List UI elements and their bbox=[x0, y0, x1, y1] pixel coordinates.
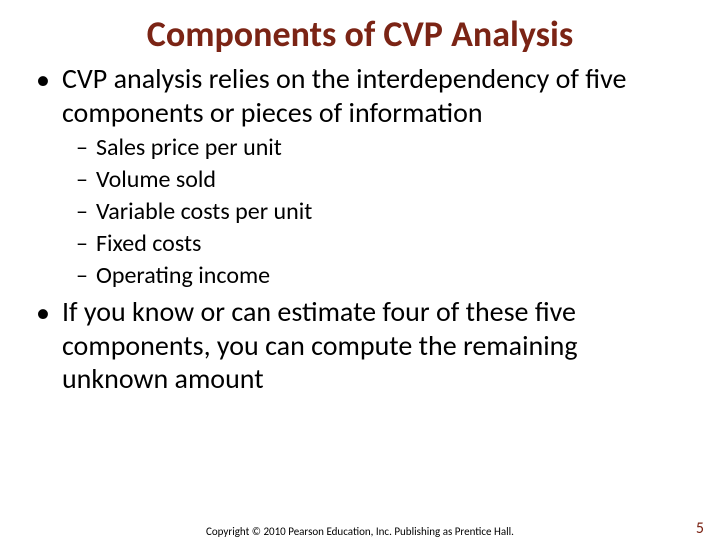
sub-bullet-text: Variable costs per unit bbox=[96, 197, 312, 227]
slide-title: Components of CVP Analysis bbox=[0, 12, 720, 56]
sub-bullet-item: – Variable costs per unit bbox=[76, 197, 684, 227]
dash-marker: – bbox=[76, 261, 88, 291]
bullet-item: • CVP analysis relies on the interdepend… bbox=[36, 62, 684, 129]
bullet-item: • If you know or can estimate four of th… bbox=[36, 295, 684, 396]
bullet-marker: • bbox=[36, 295, 50, 331]
page-number: 5 bbox=[696, 519, 704, 538]
sub-bullet-item: – Operating income bbox=[76, 261, 684, 291]
bullet-text: If you know or can estimate four of thes… bbox=[62, 295, 684, 396]
copyright-footer: Copyright © 2010 Pearson Education, Inc.… bbox=[0, 525, 720, 538]
sub-bullet-item: – Fixed costs bbox=[76, 229, 684, 259]
dash-marker: – bbox=[76, 165, 88, 195]
sub-bullet-text: Sales price per unit bbox=[96, 133, 282, 163]
sub-bullet-text: Operating income bbox=[96, 261, 270, 291]
dash-marker: – bbox=[76, 197, 88, 227]
dash-marker: – bbox=[76, 133, 88, 163]
bullet-marker: • bbox=[36, 62, 50, 98]
slide-content: • CVP analysis relies on the interdepend… bbox=[0, 62, 720, 396]
sub-bullet-item: – Volume sold bbox=[76, 165, 684, 195]
sub-bullet-text: Fixed costs bbox=[96, 229, 201, 259]
dash-marker: – bbox=[76, 229, 88, 259]
sub-bullet-text: Volume sold bbox=[96, 165, 216, 195]
bullet-text: CVP analysis relies on the interdependen… bbox=[62, 62, 684, 129]
sub-bullet-item: – Sales price per unit bbox=[76, 133, 684, 163]
